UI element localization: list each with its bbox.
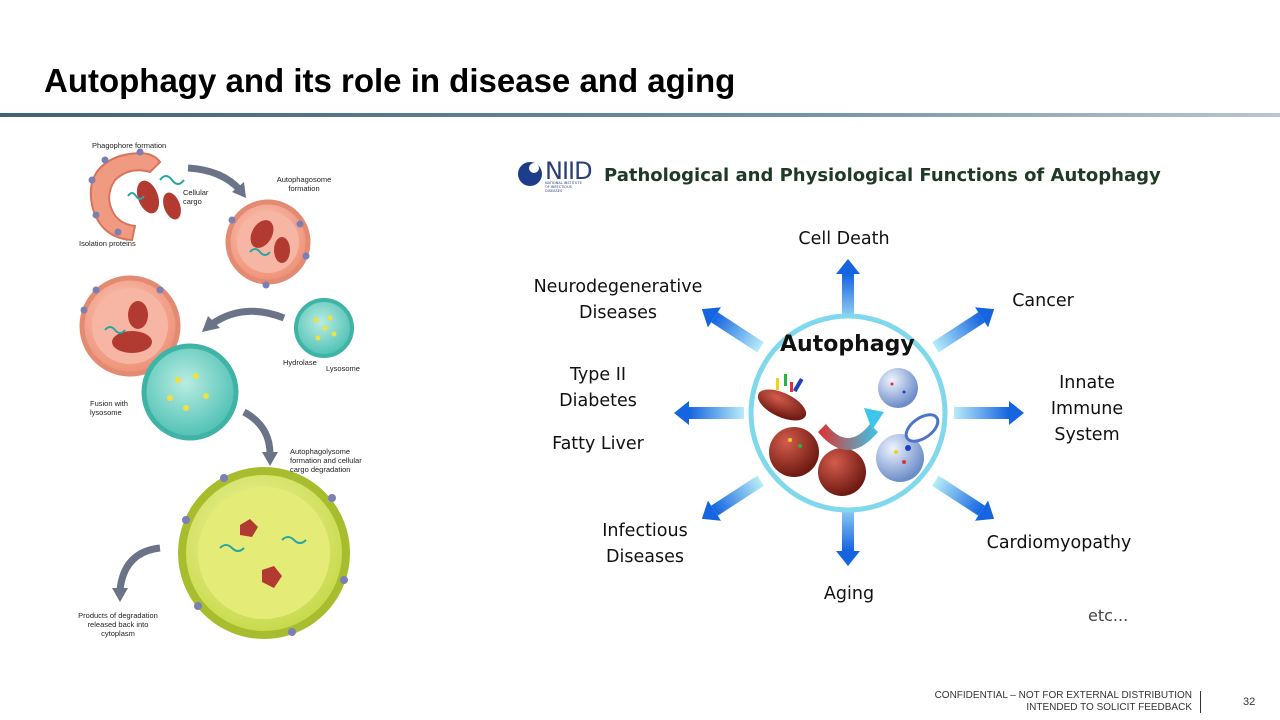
label-innate-immune-system: Innate Immune System <box>1037 370 1137 448</box>
diagram-header: Pathological and Physiological Functions… <box>604 165 1161 186</box>
autophagy-center-circle <box>748 313 948 513</box>
autophagosome-illustration <box>225 199 311 289</box>
label-products-of-degradation: Products of degradation released back in… <box>78 611 158 638</box>
label-innate-line1: Innate <box>1059 373 1115 393</box>
autophagy-center-label: Autophagy <box>780 332 915 357</box>
label-innate-line3: System <box>1054 425 1120 445</box>
niid-logo-text: NIID <box>545 157 593 185</box>
label-innate-line2: Immune <box>1050 399 1124 419</box>
left-autophagy-process-diagram <box>79 148 354 639</box>
footer-divider <box>1200 691 1201 713</box>
label-fatty-liver: Fatty Liver <box>552 434 644 454</box>
label-etc: etc... <box>1088 606 1129 625</box>
label-autophagolysome-formation: Autophagolysome formation and cellular c… <box>290 447 362 474</box>
label-neuro-line1: Neurodegenerative <box>533 277 703 297</box>
label-neurodegenerative-diseases: Neurodegenerative Diseases <box>526 274 710 326</box>
fusion-illustration <box>79 275 239 441</box>
label-phagophore-formation: Phagophore formation <box>92 141 167 150</box>
footer-line2: INTENDED TO SOLICIT FEEDBACK <box>1026 702 1192 713</box>
page-number: 32 <box>1243 696 1256 708</box>
arrow-from-lysosome <box>210 307 286 327</box>
slide-title: Autophagy and its role in disease and ag… <box>44 62 736 99</box>
label-fusion-with-lysosome: Fusion with lysosome <box>90 399 128 417</box>
niid-logo-subtitle: NATIONAL INSTITUTE OF INFECTIOUS DISEASE… <box>545 181 582 193</box>
label-infectious-line2: Diseases <box>606 547 684 567</box>
phagophore-illustration <box>88 148 185 242</box>
label-hydrolase: Hydrolase <box>283 358 317 367</box>
autophagolysome-illustration <box>178 467 350 639</box>
label-infectious-diseases: Infectious Diseases <box>584 518 706 570</box>
label-infectious-line1: Infectious <box>602 521 688 541</box>
label-neuro-line2: Diseases <box>579 303 657 323</box>
label-type-ii-diabetes: Type II Diabetes <box>543 362 653 414</box>
label-lysosome: Lysosome <box>326 364 360 373</box>
label-autophagosome-formation: Autophagosome formation <box>276 175 332 193</box>
label-cellular-cargo: Cellular cargo <box>183 188 209 206</box>
title-divider <box>0 113 1280 117</box>
label-cardiomyopathy: Cardiomyopathy <box>986 533 1132 553</box>
arrow-to-autophagosome <box>187 164 243 193</box>
label-type2-line2: Diabetes <box>559 391 637 411</box>
arrow-to-autophagolysome <box>242 408 274 455</box>
label-aging: Aging <box>823 584 875 604</box>
outcome-arrows <box>674 259 1024 566</box>
label-type2-line1: Type II <box>569 365 627 385</box>
arrow-to-products <box>116 544 161 591</box>
label-isolation-proteins: Isolation proteins <box>79 239 136 248</box>
confidential-footer: CONFIDENTIAL – NOT FOR EXTERNAL DISTRIBU… <box>935 690 1192 714</box>
lysosome-illustration <box>294 298 354 358</box>
niid-logo-mark <box>518 160 542 186</box>
label-cell-death: Cell Death <box>798 229 890 249</box>
footer-line1: CONFIDENTIAL – NOT FOR EXTERNAL DISTRIBU… <box>934 690 1192 701</box>
label-cancer: Cancer <box>1012 291 1074 311</box>
